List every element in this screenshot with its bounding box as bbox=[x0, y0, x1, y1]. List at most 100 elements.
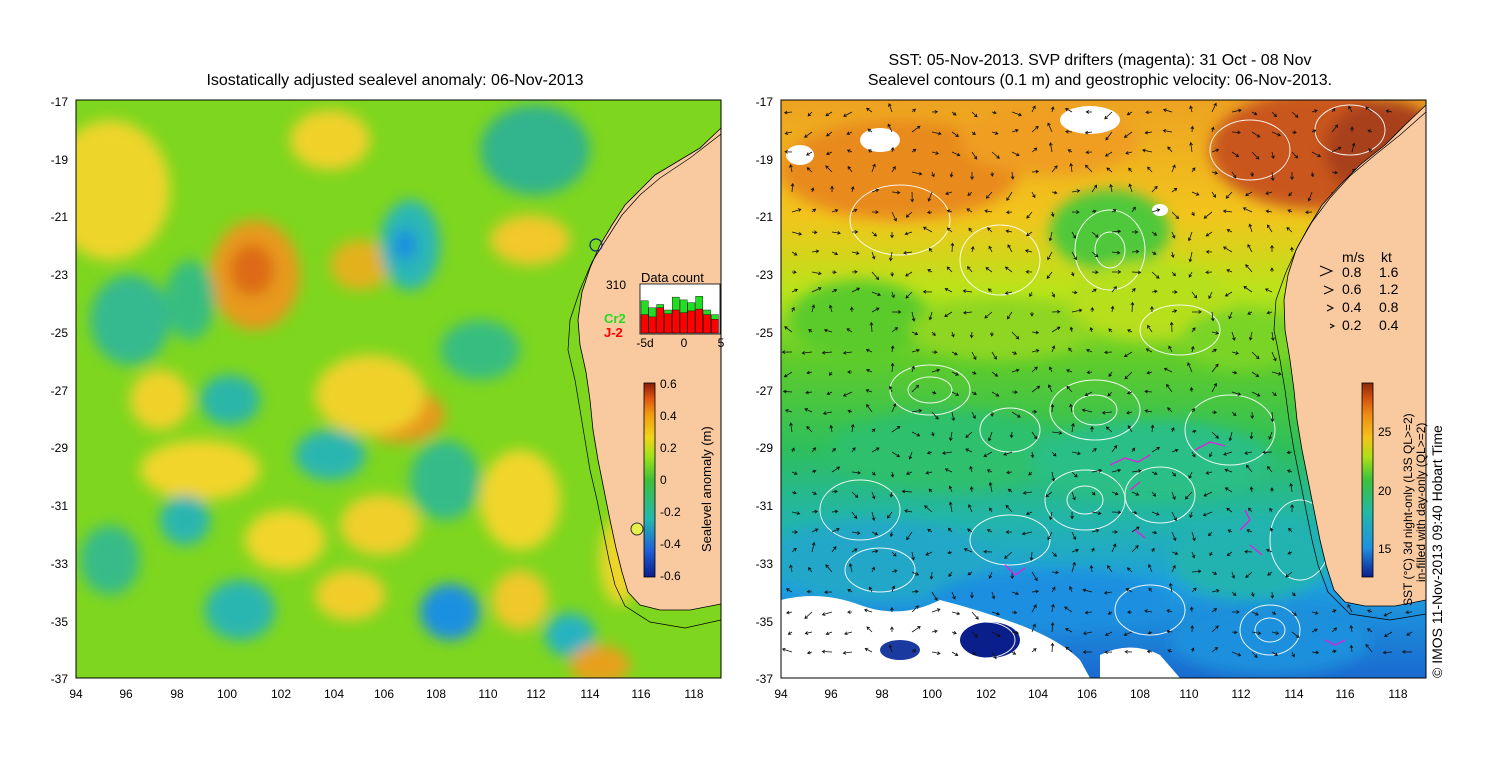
velocity-arrow bbox=[1171, 448, 1179, 453]
velocity-arrow bbox=[1231, 108, 1242, 113]
y-tick-label: -17 bbox=[756, 95, 774, 109]
velocity-arrow bbox=[866, 368, 873, 373]
velocity-arrow bbox=[1271, 151, 1275, 160]
velocity-arrow bbox=[810, 187, 815, 193]
velocity-arrow bbox=[806, 650, 813, 655]
velocity-arrow bbox=[1211, 431, 1219, 439]
x-tick-label: 102 bbox=[976, 687, 996, 701]
velocity-arrow bbox=[791, 490, 797, 495]
velocity-arrow bbox=[1249, 486, 1254, 493]
velocity-arrow bbox=[988, 245, 993, 253]
velocity-arrow bbox=[1128, 183, 1133, 193]
y-tick-label: -21 bbox=[51, 210, 69, 224]
velocity-arrow bbox=[1151, 530, 1158, 535]
velocity-arrow bbox=[1245, 571, 1253, 578]
data-count-x-tick: 0 bbox=[681, 336, 688, 350]
velocity-arrow bbox=[783, 110, 793, 115]
velocity-arrow bbox=[1071, 422, 1075, 433]
velocity-arrow bbox=[1331, 649, 1337, 654]
velocity-arrow bbox=[851, 230, 859, 234]
velocity-arrow bbox=[1225, 191, 1233, 199]
velocity-arrow bbox=[1050, 106, 1055, 113]
velocity-arrow bbox=[1089, 326, 1094, 333]
y-tick-label: -29 bbox=[756, 441, 774, 455]
count-bar-j2 bbox=[687, 310, 696, 334]
velocity-arrow bbox=[1202, 511, 1213, 517]
velocity-arrow bbox=[791, 251, 798, 256]
velocity-arrow bbox=[970, 171, 974, 180]
velocity-arrow bbox=[951, 651, 959, 656]
velocity-arrow bbox=[1064, 107, 1073, 113]
velocity-arrow bbox=[1051, 326, 1061, 333]
velocity-arrow bbox=[1004, 291, 1013, 295]
y-tick-label: -27 bbox=[756, 384, 774, 398]
velocity-arrow bbox=[1107, 565, 1113, 573]
velocity-arrow bbox=[1191, 327, 1196, 333]
velocity-arrow bbox=[944, 287, 953, 293]
velocity-arrow bbox=[842, 650, 853, 655]
velocity-arrow bbox=[927, 269, 933, 273]
velocity-arrow bbox=[1191, 429, 1197, 434]
x-tick-label: 96 bbox=[824, 687, 838, 701]
velocity-arrow bbox=[1047, 384, 1053, 393]
velocity-arrow bbox=[991, 110, 997, 115]
velocity-arrow bbox=[1051, 291, 1056, 298]
velocity-arrow bbox=[1265, 209, 1273, 214]
colorbar-tick: -0.4 bbox=[660, 537, 681, 551]
velocity-arrow bbox=[865, 348, 873, 353]
velocity-arrow bbox=[1211, 647, 1219, 653]
legend-ms-value: 0.4 bbox=[1342, 299, 1362, 315]
velocity-arrow bbox=[1244, 549, 1253, 554]
velocity-arrow bbox=[1090, 425, 1094, 433]
velocity-arrow bbox=[1286, 227, 1293, 233]
velocity-arrow bbox=[951, 331, 955, 338]
colorbar-tick: 20 bbox=[1378, 484, 1392, 498]
velocity-arrow bbox=[931, 331, 936, 337]
velocity-arrow bbox=[1203, 491, 1213, 497]
sla-colorbar-label: Sealevel anomaly (m) bbox=[699, 426, 714, 552]
velocity-arrow bbox=[951, 371, 959, 376]
velocity-arrow bbox=[811, 249, 820, 254]
velocity-arrow bbox=[1271, 111, 1278, 118]
velocity-arrow bbox=[1005, 210, 1013, 215]
velocity-arrow bbox=[1291, 111, 1299, 118]
velocity-arrow bbox=[1047, 122, 1053, 133]
velocity-arrow bbox=[847, 409, 853, 414]
velocity-arrow bbox=[911, 431, 921, 437]
velocity-arrow bbox=[851, 511, 858, 519]
velocity-arrow bbox=[1248, 331, 1253, 341]
velocity-arrow bbox=[1368, 148, 1373, 153]
legend-header-ms: m/s bbox=[1342, 249, 1365, 265]
velocity-arrow bbox=[871, 491, 876, 500]
legend-arrow-icon bbox=[1326, 304, 1335, 312]
velocity-arrow bbox=[804, 131, 813, 138]
velocity-arrow bbox=[1065, 646, 1073, 653]
svp-drifter-tracks bbox=[1004, 441, 1346, 646]
imos-credit: © IMOS 11-Nov-2013 09:40 Hobart Time bbox=[1429, 425, 1445, 678]
velocity-arrow bbox=[925, 551, 933, 556]
velocity-arrow bbox=[821, 350, 833, 355]
velocity-arrow bbox=[1290, 171, 1294, 181]
velocity-arrow bbox=[1211, 348, 1217, 353]
velocity-arrow bbox=[951, 131, 959, 138]
velocity-arrow bbox=[1123, 631, 1133, 637]
velocity-arrow bbox=[984, 209, 993, 214]
velocity-arrow bbox=[1005, 504, 1013, 513]
velocity-arrow bbox=[871, 566, 875, 573]
velocity-arrow bbox=[1189, 606, 1194, 613]
velocity-arrow bbox=[1111, 468, 1122, 473]
velocity-arrow bbox=[1069, 162, 1074, 173]
velocity-arrow bbox=[890, 345, 895, 353]
velocity-arrow bbox=[1250, 591, 1255, 597]
velocity-arrow bbox=[971, 391, 977, 395]
velocity-arrow bbox=[787, 631, 793, 635]
velocity-arrow bbox=[1071, 491, 1076, 501]
count-bar-j2 bbox=[648, 316, 657, 334]
velocity-arrow bbox=[1082, 588, 1093, 593]
velocity-arrow bbox=[1126, 111, 1133, 116]
velocity-arrow bbox=[888, 644, 893, 653]
velocity-arrow bbox=[1004, 551, 1013, 559]
velocity-arrow bbox=[1051, 603, 1055, 613]
velocity-arrow bbox=[967, 571, 973, 576]
velocity-arrow bbox=[1191, 551, 1196, 559]
